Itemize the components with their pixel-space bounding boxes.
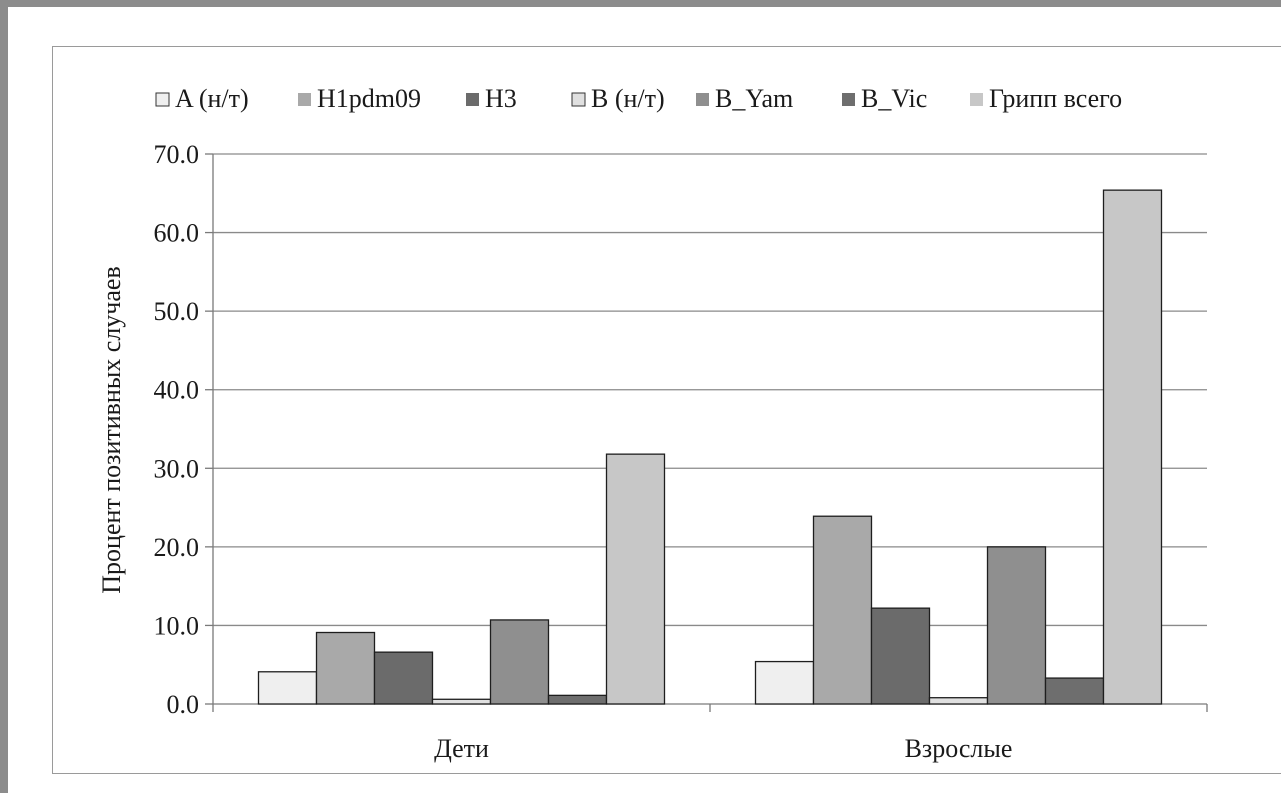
legend-swatch (970, 93, 983, 106)
bar (986, 546, 1047, 705)
axes (212, 154, 1208, 712)
legend-swatch (842, 93, 855, 106)
legend-swatch (155, 92, 170, 107)
bar (489, 619, 550, 705)
category-label: Взрослые (905, 734, 1013, 763)
legend-label: A (н/т) (175, 84, 249, 113)
bar (870, 607, 931, 705)
y-tick-label: 30.0 (154, 454, 200, 483)
bar (257, 671, 318, 705)
chart-frame (52, 46, 1281, 774)
bar (928, 697, 989, 705)
bar (1102, 189, 1163, 705)
y-tick-label: 50.0 (154, 297, 200, 326)
legend-swatch (571, 92, 586, 107)
legend-label: Грипп всего (989, 84, 1122, 113)
y-tick-label: 60.0 (154, 219, 200, 248)
legend-label: B_Vic (861, 84, 927, 113)
legend-swatch (696, 93, 709, 106)
bar (373, 651, 434, 705)
bar (547, 694, 608, 705)
legend-swatch (298, 93, 311, 106)
bar (315, 631, 376, 705)
category-labels: Дети Взрослые (434, 734, 1012, 763)
bar (754, 660, 815, 705)
y-tick-labels: 0.0 10.0 20.0 30.0 40.0 50.0 60.0 70.0 (154, 140, 200, 719)
bars (257, 189, 1163, 705)
bar (812, 515, 873, 705)
y-axis-title: Процент позитивных случаев (97, 266, 126, 594)
y-tick-label: 0.0 (167, 690, 200, 719)
bar (1044, 677, 1105, 705)
y-tick-label: 10.0 (154, 611, 200, 640)
bar (431, 698, 492, 705)
legend-label: B_Yam (715, 84, 793, 113)
legend-label: B (н/т) (591, 84, 665, 113)
legend-label: H3 (485, 84, 517, 113)
bar (605, 453, 666, 705)
legend-label: H1pdm09 (317, 84, 421, 113)
category-label: Дети (434, 734, 489, 763)
y-tick-label: 20.0 (154, 533, 200, 562)
gridlines (205, 153, 1207, 705)
legend: A (н/т) H1pdm09 H3 B (н/т) B_Yam B_Vic Грипп в… (155, 84, 1122, 113)
y-tick-label: 70.0 (154, 140, 200, 169)
y-tick-label: 40.0 (154, 376, 200, 405)
legend-swatch (466, 93, 479, 106)
